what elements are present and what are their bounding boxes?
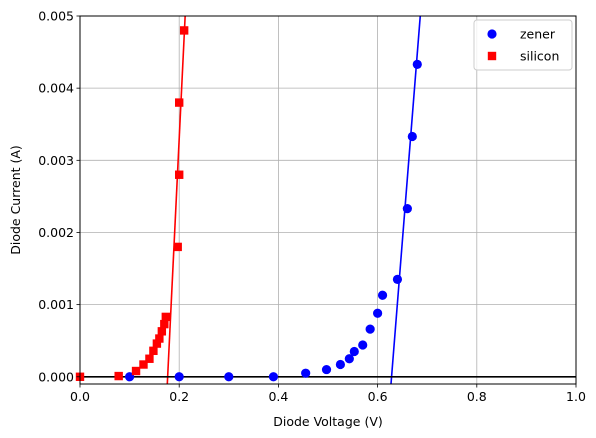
- fit-lines: [80, 15, 576, 385]
- legend-label-zener: zener: [520, 27, 556, 42]
- silicon-point: [160, 319, 169, 329]
- zener-point: [377, 290, 388, 300]
- zener-point: [373, 308, 383, 318]
- zener-point: [268, 372, 279, 382]
- zener-point: [224, 372, 234, 382]
- silicon-point: [114, 371, 123, 381]
- x-tick-label: 0.8: [467, 389, 487, 404]
- legend-marker-silicon: [487, 51, 497, 61]
- zener-point: [392, 274, 403, 284]
- x-tick-label: 0.4: [268, 389, 288, 404]
- silicon-point: [155, 334, 164, 343]
- y-tick-label: 0.005: [38, 9, 74, 24]
- silicon-point: [152, 339, 162, 348]
- zener-point: [358, 340, 368, 350]
- silicon-point: [131, 366, 141, 376]
- y-tick-label: 0.001: [38, 297, 74, 312]
- silicon-point: [173, 242, 182, 252]
- legend-box: [473, 19, 573, 71]
- x-tick-label: 0.0: [70, 389, 90, 404]
- zener-point: [321, 364, 332, 375]
- data-points: [75, 26, 422, 382]
- grid: [79, 15, 577, 384]
- x-tick-label: 1.0: [566, 389, 586, 404]
- x-tick-label: 0.6: [368, 389, 388, 404]
- silicon-point: [175, 98, 184, 107]
- zener-point: [407, 131, 417, 142]
- fit-line: [166, 15, 186, 385]
- silicon-point: [157, 327, 167, 336]
- zener-point: [412, 59, 422, 69]
- plot-frame: [79, 15, 577, 385]
- y-tick-label: 0.002: [38, 225, 74, 240]
- x-tick-label: 0.2: [169, 389, 189, 404]
- legend: zener silicon: [473, 19, 573, 71]
- fit-line: [390, 15, 422, 385]
- y-tick-label: 0.003: [38, 153, 74, 168]
- zener-point: [301, 368, 311, 378]
- zener-point: [174, 372, 184, 382]
- y-tick-label: 0.004: [38, 81, 74, 96]
- legend-label-silicon: silicon: [520, 49, 559, 64]
- silicon-point: [145, 354, 154, 363]
- zener-point: [349, 346, 359, 357]
- zener-point: [335, 359, 345, 370]
- y-tick-label: 0.000: [38, 369, 74, 384]
- silicon-point: [179, 26, 189, 35]
- silicon-point: [175, 170, 184, 179]
- zener-point: [365, 324, 375, 334]
- ticks: 0.0 0.2 0.4 0.6 0.8 1.0 0.000 0.001 0.002 0.003 0.…: [38, 9, 586, 405]
- zener-point: [402, 204, 412, 214]
- x-axis-label: Diode Voltage (V): [273, 414, 383, 429]
- legend-marker-zener: [487, 29, 497, 39]
- zener-point: [344, 354, 354, 364]
- silicon-point: [149, 346, 158, 356]
- y-axis-label: Diode Current (A): [8, 145, 23, 255]
- silicon-point: [161, 312, 171, 322]
- silicon-point: [139, 360, 148, 369]
